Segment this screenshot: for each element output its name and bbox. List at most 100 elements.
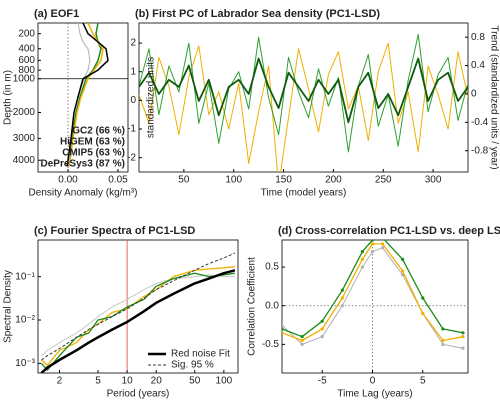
- y2-tick-label: 0.8: [471, 32, 485, 43]
- y2-tick-label: -0.8: [471, 145, 489, 156]
- y-tick-label: 2: [130, 38, 136, 49]
- series-marker: [300, 342, 304, 346]
- x-tick-label: 50: [178, 175, 190, 186]
- series-line: [40, 269, 236, 373]
- y-tick-label: 0.0: [265, 300, 279, 311]
- x-tick-label: 5: [420, 376, 426, 387]
- series-marker: [370, 249, 375, 254]
- series-marker: [300, 335, 304, 339]
- y2-tick-label: 0: [471, 89, 477, 100]
- y-tick-label: 3000: [13, 133, 36, 144]
- y-tick-label: -0.5: [262, 339, 280, 350]
- x-tick-label: 300: [425, 175, 442, 186]
- series-marker: [461, 335, 465, 339]
- series-marker: [320, 319, 324, 323]
- y-tick-label: 400: [18, 43, 35, 54]
- y-tick-label: 10⁻²: [15, 315, 35, 326]
- panel: (c) Fourier Spectra of PC1-LSD 2 5 10 20 50 10…: [3, 225, 239, 400]
- series-marker: [340, 296, 344, 300]
- y-tick-label: -1: [127, 124, 136, 135]
- y-axis-label: Correlation Coefficient: [247, 257, 258, 356]
- series-marker: [282, 323, 284, 327]
- y2-tick-label: 0.4: [471, 60, 485, 71]
- y-tick-label: 4000: [13, 155, 36, 166]
- y-axis-label: standardized units: [146, 57, 157, 138]
- series-marker: [370, 240, 375, 242]
- legend-label: Red noise Fit: [171, 349, 230, 360]
- y-tick-label: 1: [130, 66, 136, 77]
- series-marker: [340, 304, 344, 308]
- series-marker: [401, 269, 405, 273]
- series-marker: [360, 265, 365, 269]
- series-marker: [320, 327, 324, 331]
- series-marker: [380, 242, 385, 246]
- y-tick-label: -2: [127, 152, 136, 163]
- panel-title: (d) Cross-correlation PC1-LSD vs. deep L…: [278, 225, 500, 237]
- panel-title: (b) First PC of Labrador Sea density (PC…: [135, 8, 380, 20]
- x-tick-label: 200: [325, 175, 342, 186]
- series-line: [40, 272, 235, 371]
- series-marker: [401, 257, 405, 261]
- series-marker: [360, 257, 365, 261]
- series-marker: [282, 331, 284, 335]
- y-tick-label: 10⁻³: [15, 358, 35, 369]
- y-tick-label: 2000: [13, 107, 36, 118]
- plot-frame: [281, 239, 469, 374]
- y2-axis-label: Trend (standardized units / year): [488, 25, 499, 169]
- x-axis-label: Period (years): [107, 389, 170, 400]
- x-tick-label: 10: [122, 376, 134, 387]
- plot-frame: [37, 239, 239, 374]
- x-tick-label: 0.00: [58, 175, 78, 186]
- panel-title: (a) EOF1: [34, 8, 79, 20]
- series-line: [139, 57, 468, 124]
- x-tick-label: 250: [375, 175, 392, 186]
- series-marker: [421, 311, 425, 316]
- x-axis-label: Density Anomaly (kg/m³): [29, 188, 138, 199]
- series-marker: [461, 346, 465, 350]
- series-marker: [370, 242, 375, 246]
- y2-tick-label: -0.4: [471, 117, 489, 128]
- x-tick-label: 100: [216, 376, 233, 387]
- plot-area: [282, 240, 468, 373]
- y-tick-label: 10⁻¹: [15, 271, 35, 282]
- panel: (b) First PC of Labrador Sea density (PC…: [127, 8, 499, 199]
- y-tick-label: 1000: [13, 73, 36, 84]
- y-axis-label: Spectral Density: [3, 270, 14, 343]
- x-tick-label: 2: [57, 376, 63, 387]
- series-marker: [320, 335, 324, 339]
- series-marker: [461, 331, 465, 335]
- series-marker: [441, 327, 445, 331]
- series-line: [66, 23, 109, 167]
- series-line: [139, 42, 468, 172]
- x-tick-label: 50: [189, 376, 201, 387]
- plot-area: [38, 23, 128, 172]
- legend-label: CMIP5 (63 %): [62, 148, 125, 159]
- x-tick-label: 5: [95, 376, 101, 387]
- series-marker: [380, 246, 385, 250]
- series-marker: [300, 338, 304, 343]
- series-marker: [360, 249, 365, 254]
- series-marker: [421, 296, 425, 300]
- series-line: [282, 247, 464, 349]
- legend-label: DePreSys3 (87 %): [41, 159, 126, 170]
- y-tick-label: 0: [130, 95, 136, 106]
- y-axis-label: Depth (in m): [3, 70, 14, 125]
- series-line: [40, 266, 235, 367]
- x-axis-label: Time (model years): [261, 188, 347, 199]
- series-marker: [282, 327, 284, 331]
- legend-label: GC2 (66 %): [72, 126, 125, 137]
- series-line: [282, 240, 464, 338]
- y-tick-label: 800: [18, 65, 35, 76]
- legend-label: HiGEM (63 %): [60, 137, 125, 148]
- y-tick-label: 0.5: [265, 262, 279, 273]
- y-tick-label: 200: [18, 28, 35, 39]
- x-tick-label: 20: [151, 376, 163, 387]
- panel-title: (c) Fourier Spectra of PC1-LSD: [34, 225, 195, 237]
- x-axis-label: Time Lag (years): [337, 389, 412, 400]
- x-tick-label: 150: [275, 175, 292, 186]
- x-tick-label: 0: [370, 376, 376, 387]
- legend-label: Sig. 95 %: [171, 360, 214, 371]
- series-marker: [441, 338, 445, 343]
